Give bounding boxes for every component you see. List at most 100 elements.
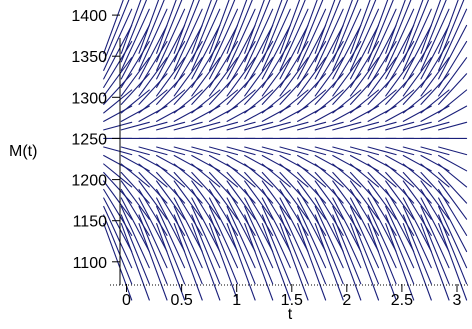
direction-field-segment <box>191 146 221 156</box>
direction-field-segment <box>420 24 450 80</box>
direction-field-segment <box>297 40 327 88</box>
direction-field-segment <box>402 0 430 63</box>
direction-field-segment <box>261 57 291 97</box>
direction-field-segment <box>226 40 256 88</box>
direction-field-segment <box>156 24 186 80</box>
direction-field-segment <box>349 24 380 80</box>
direction-field-segment <box>138 0 160 54</box>
direction-field-segment <box>208 24 239 80</box>
direction-field-segment <box>367 146 397 156</box>
direction-field-segment <box>367 0 389 54</box>
direction-field-segment <box>349 40 380 88</box>
direction-field-segment <box>208 40 239 88</box>
direction-field-segment <box>420 8 450 71</box>
direction-field-segment <box>349 146 380 156</box>
direction-field-segment <box>244 57 274 97</box>
direction-field-segment <box>156 171 186 204</box>
y-tick-label: 1250 <box>71 131 107 148</box>
direction-field-segment <box>208 0 236 63</box>
direction-field-segment <box>297 171 327 204</box>
direction-field-segment <box>420 89 450 114</box>
direction-field-segment <box>279 205 309 269</box>
direction-field-segment <box>173 57 203 97</box>
direction-field-segment <box>226 0 253 63</box>
direction-field-segment <box>208 171 239 204</box>
direction-field-segment <box>420 121 450 131</box>
direction-field-segment <box>120 0 148 63</box>
direction-field-segment <box>385 89 415 114</box>
direction-field-segment <box>349 171 380 204</box>
direction-field-segment <box>261 24 291 80</box>
y-ticks: 1100 1150 1200 1250 1300 1350 1400 <box>71 8 120 272</box>
direction-field-segment <box>244 171 274 204</box>
direction-field-segment <box>103 89 133 114</box>
direction-field-segment <box>438 171 468 204</box>
direction-field-segment <box>226 57 256 97</box>
direction-field-segment <box>367 89 397 114</box>
y-axis-label: M(t) <box>9 143 37 160</box>
direction-field-segment <box>208 223 239 301</box>
direction-field-segment <box>402 0 424 54</box>
direction-field-segment <box>120 197 150 253</box>
direction-field-segment <box>138 57 168 97</box>
direction-field-segment <box>138 205 168 269</box>
direction-field-segment <box>438 8 468 71</box>
direction-field-segment <box>385 154 415 172</box>
direction-field-segment <box>279 0 306 63</box>
y-tick-label: 1350 <box>71 49 107 66</box>
direction-field-segment <box>173 154 203 172</box>
direction-field-segment <box>156 57 186 97</box>
direction-field-segment <box>226 0 248 54</box>
direction-field-segment <box>332 0 359 63</box>
direction-field-segment <box>297 154 327 172</box>
direction-field-segment <box>332 146 362 156</box>
direction-field-segment <box>314 0 336 54</box>
direction-field-segment <box>297 146 327 156</box>
direction-field-segment <box>191 154 221 172</box>
direction-field-segment <box>173 180 203 220</box>
direction-field-segment <box>349 180 380 220</box>
direction-field-segment <box>191 57 221 97</box>
direction-field-segment <box>279 180 309 220</box>
direction-field-segment <box>226 197 256 253</box>
direction-field-segment <box>173 223 203 301</box>
y-tick-label: 1200 <box>71 173 107 190</box>
direction-field-segment <box>314 180 344 220</box>
direction-field-segment <box>385 40 415 88</box>
direction-field-segment <box>402 180 432 220</box>
direction-field-segment <box>332 171 362 204</box>
direction-field-segment <box>385 223 415 301</box>
direction-field-segment <box>438 89 468 114</box>
direction-field-segment <box>138 154 168 172</box>
direction-field-segment <box>279 8 309 71</box>
direction-field-segment <box>120 154 150 172</box>
direction-field-segment <box>314 171 344 204</box>
direction-field-segment <box>244 146 274 156</box>
direction-field-segment <box>103 205 133 269</box>
direction-field-segment <box>349 0 371 54</box>
direction-field-segment <box>156 73 186 105</box>
direction-field-segment <box>367 171 397 204</box>
direction-field-segment <box>438 0 465 63</box>
direction-field-segment <box>226 223 256 301</box>
direction-field-segment <box>438 121 468 131</box>
direction-field-segment <box>349 89 380 114</box>
direction-field-segment <box>402 171 432 204</box>
direction-field-segment <box>173 0 200 63</box>
x-axis-label: t <box>288 306 293 323</box>
direction-field-segment <box>156 205 186 269</box>
direction-field-segment <box>297 73 327 105</box>
direction-field-segment <box>208 197 239 253</box>
direction-field-segment <box>367 197 397 253</box>
direction-field-segment <box>156 89 186 114</box>
direction-field-segment <box>385 57 415 97</box>
direction-field-segment <box>103 154 133 172</box>
direction-field-segment <box>420 0 447 63</box>
direction-field-segment <box>138 40 168 88</box>
direction-field-segment <box>156 154 186 172</box>
direction-field-segment <box>349 8 380 71</box>
direction-field-segment <box>438 154 468 172</box>
direction-field-segment <box>173 73 203 105</box>
direction-field-segment <box>332 121 362 131</box>
direction-field-segment <box>279 89 309 114</box>
